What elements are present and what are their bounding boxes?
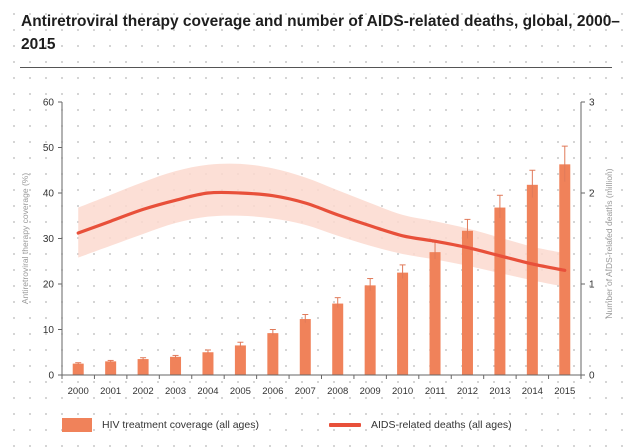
legend-item-line: AIDS-related deaths (all ages) [329, 417, 512, 433]
legend-label-line: AIDS-related deaths (all ages) [371, 419, 512, 431]
bar-2004 [202, 352, 214, 375]
x-tick-label-2008: 2008 [327, 386, 348, 397]
bar-2013 [494, 207, 506, 375]
bar-2011 [429, 252, 441, 375]
bar-2002 [137, 359, 149, 375]
x-tick-label-2010: 2010 [392, 386, 413, 397]
title-divider [20, 67, 612, 68]
bar-2014 [526, 184, 538, 375]
bar-2009 [364, 285, 376, 375]
bar-2000 [72, 363, 84, 375]
bar-2003 [170, 356, 182, 375]
y-axis-title: Antiretroviral therapy coverage (%) [20, 173, 30, 305]
bar-2006 [267, 333, 279, 375]
bar-2012 [461, 230, 473, 375]
y2-axis-title: Number of AIDS-related deaths (million) [604, 168, 614, 318]
x-tick-label-2007: 2007 [295, 386, 316, 397]
y-tick-label-40: 40 [43, 189, 55, 200]
x-tick-label-2002: 2002 [133, 386, 154, 397]
x-tick-label-2000: 2000 [68, 386, 89, 397]
bar-2010 [397, 272, 409, 375]
legend-item-bars: HIV treatment coverage (all ages) [62, 417, 259, 433]
x-tick-label-2014: 2014 [522, 386, 543, 397]
legend-label-bars: HIV treatment coverage (all ages) [102, 419, 259, 431]
y-tick-label-20: 20 [43, 280, 55, 291]
y2-tick-label-0: 0 [589, 371, 595, 382]
x-tick-label-2001: 2001 [100, 386, 121, 397]
y-tick-label-50: 50 [43, 143, 55, 154]
y2-tick-label-1: 1 [589, 280, 595, 291]
y2-tick-label-2: 2 [589, 189, 595, 200]
x-tick-label-2006: 2006 [262, 386, 283, 397]
y-tick-label-60: 60 [43, 98, 55, 109]
deaths-line [76, 190, 567, 272]
legend-swatch-line [329, 423, 361, 427]
bar-2007 [299, 319, 311, 375]
x-tick-label-2003: 2003 [165, 386, 186, 397]
y2-tick-label-3: 3 [589, 98, 595, 109]
deaths-uncertainty-band [78, 163, 565, 287]
x-tick-label-2013: 2013 [489, 386, 510, 397]
x-tick-label-2004: 2004 [197, 386, 218, 397]
x-tick-label-2011: 2011 [425, 386, 445, 397]
chart-title: Antiretroviral therapy coverage and numb… [21, 13, 620, 53]
y-tick-label-0: 0 [48, 371, 54, 382]
bar-2005 [234, 345, 246, 375]
y-tick-label-30: 30 [43, 234, 55, 245]
legend-swatch-bars [62, 418, 92, 432]
x-tick-label-2015: 2015 [554, 386, 575, 397]
x-tick-label-2005: 2005 [230, 386, 251, 397]
x-tick-label-2012: 2012 [457, 386, 478, 397]
bar-2008 [332, 303, 344, 375]
y-tick-label-10: 10 [43, 325, 55, 336]
x-tick-label-2009: 2009 [360, 386, 381, 397]
bar-2001 [105, 361, 117, 375]
